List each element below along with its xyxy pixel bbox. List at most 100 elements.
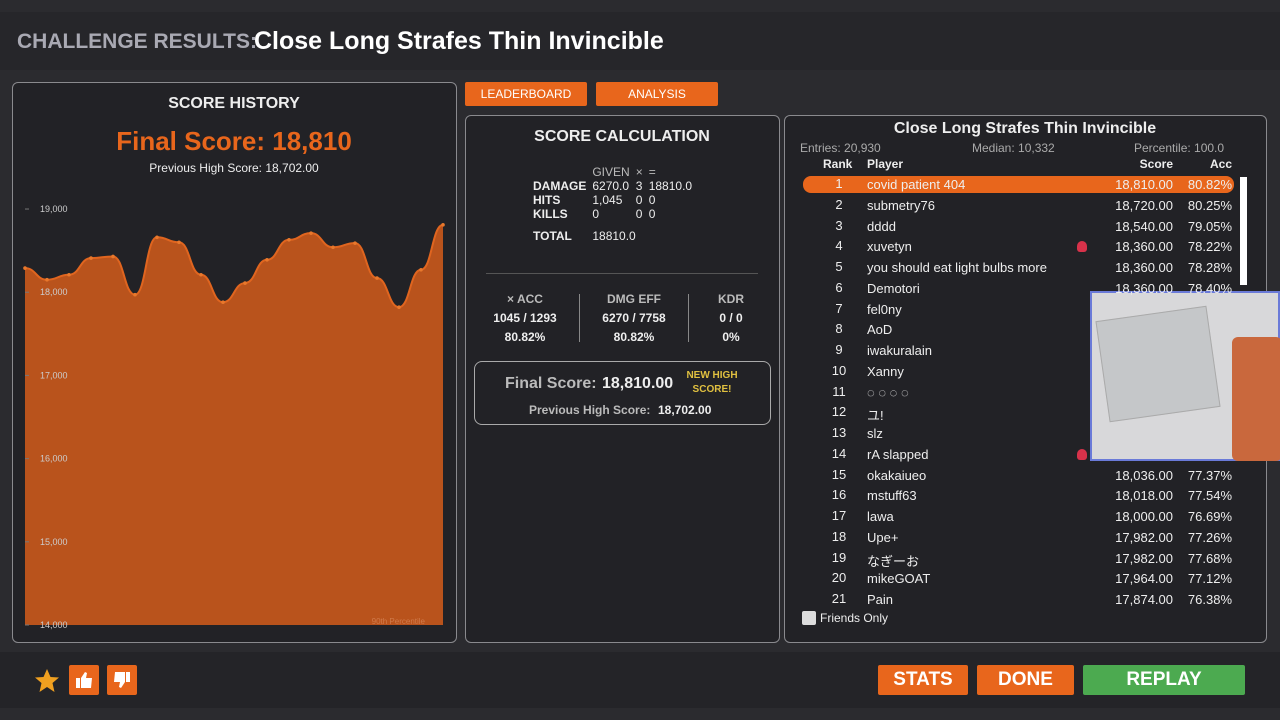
- rank: 18: [831, 528, 847, 544]
- rank: 6: [835, 279, 843, 295]
- point: [309, 231, 313, 235]
- cell: 0: [635, 207, 643, 221]
- accuracy: 77.26%: [1187, 529, 1232, 545]
- header-label: CHALLENGE RESULTS:: [17, 30, 257, 53]
- prev-value: 18,702.00: [658, 403, 712, 417]
- favorite-star[interactable]: [33, 667, 61, 695]
- accuracy: 79.05%: [1187, 218, 1232, 234]
- cell: 0: [592, 207, 600, 221]
- accuracy: 77.54%: [1187, 488, 1232, 504]
- y-tick-label: 16,000: [40, 454, 68, 464]
- replay-button[interactable]: REPLAY: [1083, 665, 1245, 695]
- thumbs-up[interactable]: [69, 665, 99, 695]
- tab[interactable]: ANALYSIS: [596, 82, 718, 106]
- point: [89, 256, 93, 260]
- friends-only: Friends Only: [820, 611, 889, 625]
- highlight-row[interactable]: [803, 176, 1234, 193]
- score: 17,964.00: [1115, 571, 1173, 587]
- player: mikeGOAT: [867, 571, 931, 587]
- stat-label: DMG EFF: [607, 292, 661, 306]
- done-button[interactable]: DONE: [977, 665, 1074, 695]
- stat-percent: 80.82%: [504, 330, 546, 344]
- thumbs-down[interactable]: [107, 665, 137, 695]
- y-tick-label: 18,000: [40, 287, 68, 297]
- player: you should eat light bulbs more: [867, 260, 1047, 275]
- new-high: NEW HIGH SCORE!: [686, 370, 738, 395]
- player: dddd: [867, 218, 896, 234]
- cell: 18810.0: [648, 179, 693, 193]
- point: [287, 238, 291, 242]
- score: 17,982.00: [1115, 529, 1173, 545]
- point: [111, 254, 115, 259]
- tab[interactable]: LEADERBOARD: [465, 82, 587, 106]
- player: fel0ny: [867, 301, 902, 317]
- rank: 10: [831, 362, 847, 378]
- rank: 2: [835, 196, 843, 212]
- y-tick-label: 19,000: [40, 204, 68, 214]
- badge-icon: [1077, 448, 1087, 460]
- annotation: 90th Percentile: [372, 617, 426, 626]
- final-value: 18,810.00: [602, 375, 674, 392]
- point: [419, 267, 423, 272]
- divider: [688, 294, 689, 342]
- area: [25, 224, 443, 626]
- rank: 16: [831, 487, 847, 503]
- calc-panel: [465, 115, 780, 643]
- rank: 15: [831, 466, 847, 482]
- accuracy: 78.22%: [1187, 239, 1232, 255]
- point: [397, 305, 401, 309]
- stat-ratio: 0 / 0: [719, 311, 743, 325]
- player: iwakuralain: [867, 343, 933, 358]
- col-header: GIVEN: [592, 165, 630, 179]
- divider: [486, 273, 758, 274]
- col-header: ×: [635, 165, 643, 179]
- thumb-icon: [114, 672, 130, 688]
- player: xuvetyn: [867, 239, 912, 255]
- point: [67, 272, 71, 277]
- stats-button[interactable]: STATS: [878, 665, 968, 695]
- score-chart: 14,000 15,000 16,000 17,000 18,000 19,000 90th…: [23, 204, 445, 630]
- stat-ratio: 1045 / 1293: [493, 311, 557, 325]
- checkbox[interactable]: [802, 611, 816, 625]
- stat-label: × ACC: [507, 292, 543, 306]
- score: 18,540.00: [1115, 218, 1173, 234]
- player: AoD: [867, 322, 893, 338]
- score: 18,810.00: [1115, 177, 1173, 192]
- accuracy: 77.12%: [1187, 571, 1232, 587]
- final-box: [474, 361, 771, 425]
- score: 17,982.00: [1115, 550, 1173, 566]
- panel-title: SCORE CALCULATION: [534, 128, 710, 145]
- point: [177, 240, 181, 245]
- score: 18,720.00: [1115, 197, 1173, 213]
- webcam-overlay: [1090, 291, 1280, 461]
- player: mstuff63: [867, 488, 917, 504]
- scrollbar[interactable]: [1240, 177, 1247, 285]
- player: covid patient 404: [867, 177, 966, 192]
- cell: 6270.0: [592, 179, 630, 193]
- row-label: KILLS: [533, 207, 568, 221]
- score: 18,018.00: [1115, 488, 1173, 504]
- point: [133, 292, 137, 297]
- divider: [579, 294, 580, 342]
- percentile: Percentile: 100.0: [1134, 141, 1225, 155]
- keyboard: [1095, 305, 1221, 423]
- rank: 20: [831, 570, 847, 586]
- thumb-icon: [76, 672, 92, 688]
- rank: 11: [832, 383, 846, 399]
- score: 18,000.00: [1115, 509, 1173, 524]
- panel-title: Close Long Strafes Thin Invincible: [893, 120, 1157, 137]
- cell: 0: [635, 193, 643, 207]
- player: slz: [867, 426, 883, 441]
- player: Upe+: [867, 529, 899, 545]
- accuracy: 76.69%: [1187, 509, 1232, 524]
- mousepad: [1232, 337, 1280, 461]
- y-tick-label: 15,000: [40, 537, 68, 547]
- stat-percent: 80.82%: [613, 330, 655, 344]
- rank: 9: [835, 342, 843, 357]
- score: 18,036.00: [1115, 467, 1173, 483]
- accuracy: 77.37%: [1187, 467, 1232, 483]
- cell: 1,045: [592, 193, 623, 207]
- point: [23, 266, 27, 270]
- entries: Entries: 20,930: [800, 141, 881, 155]
- player: submetry76: [867, 197, 935, 213]
